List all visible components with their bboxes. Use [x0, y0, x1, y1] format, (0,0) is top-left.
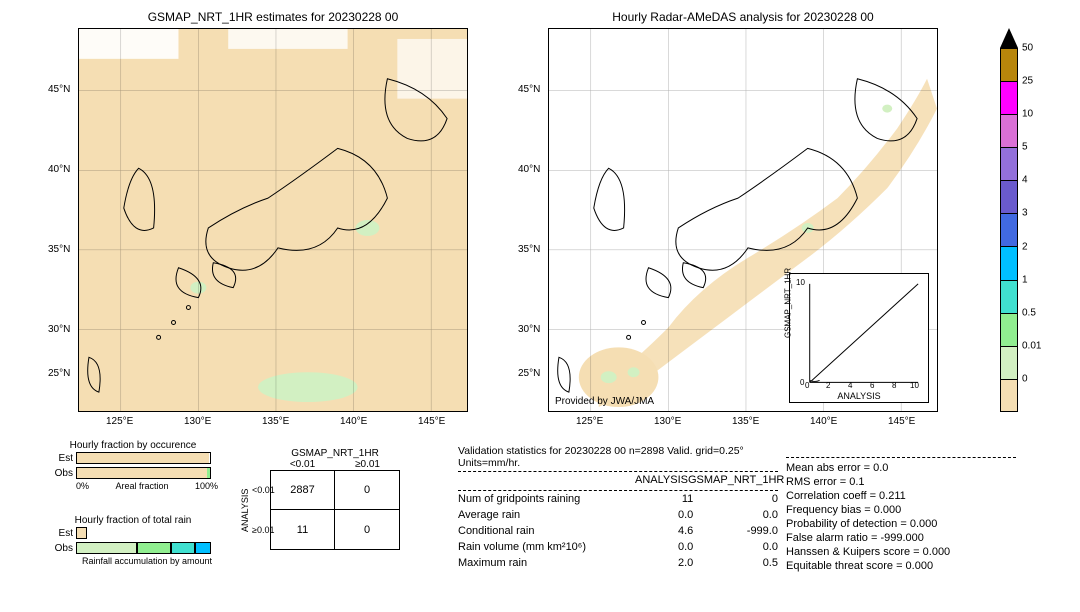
- right-map: Provided by JWA/JMA ANALYSIS GSMAP_NRT_1…: [548, 28, 938, 412]
- colorbar-label: 0.5: [1022, 307, 1036, 318]
- colorbar: 502510543210.50.010: [1000, 28, 1018, 412]
- colorbar-label: 4: [1022, 175, 1028, 186]
- bar-total: Hourly fraction of total rain Est Obs Ra…: [48, 515, 218, 566]
- right-xtick-135: 135°E: [732, 416, 759, 427]
- right-ytick-35: 35°N: [518, 244, 540, 255]
- bar-occurence: Hourly fraction by occurence Est Obs 0%A…: [48, 440, 218, 491]
- right-ytick-30: 30°N: [518, 324, 540, 335]
- metric-line: Mean abs error = 0.0: [786, 462, 950, 474]
- right-ytick-45: 45°N: [518, 84, 540, 95]
- inset-xlabel: ANALYSIS: [790, 391, 928, 401]
- left-map-svg: [79, 29, 467, 411]
- validation-stats: Validation statistics for 20230228 00 n=…: [458, 445, 778, 573]
- colorbar-label: 1: [1022, 274, 1028, 285]
- metric-line: Hanssen & Kuipers score = 0.000: [786, 546, 950, 558]
- right-xtick-130: 130°E: [654, 416, 681, 427]
- colorbar-label: 25: [1022, 76, 1033, 87]
- colorbar-label: 0.01: [1022, 340, 1041, 351]
- metric-line: Correlation coeff = 0.211: [786, 490, 950, 502]
- left-ytick-40: 40°N: [48, 164, 70, 175]
- left-xtick-135: 135°E: [262, 416, 289, 427]
- left-ytick-35: 35°N: [48, 244, 70, 255]
- metric-line: Frequency bias = 0.000: [786, 504, 950, 516]
- metrics-list: Mean abs error = 0.0 RMS error = 0.1 Corre…: [786, 462, 950, 574]
- inset-scatter: ANALYSIS GSMAP_NRT_1HR 0 2 4 6 8 10 10 0: [789, 273, 929, 403]
- left-ytick-25: 25°N: [48, 368, 70, 379]
- inset-ylabel: GSMAP_NRT_1HR: [784, 268, 793, 338]
- right-xtick-140: 140°E: [810, 416, 837, 427]
- colorbar-label: 50: [1022, 43, 1033, 54]
- right-xtick-145: 145°E: [888, 416, 915, 427]
- right-xtick-125: 125°E: [576, 416, 603, 427]
- colorbar-label: 5: [1022, 142, 1028, 153]
- left-xtick-125: 125°E: [106, 416, 133, 427]
- left-xtick-145: 145°E: [418, 416, 445, 427]
- contingency-table: GSMAP_NRT_1HR <0.01 ≥0.01 ANALYSIS <0.01…: [240, 448, 400, 550]
- bar-total-title: Hourly fraction of total rain: [48, 515, 218, 526]
- metric-line: False alarm ratio = -999.000: [786, 532, 950, 544]
- metric-line: RMS error = 0.1: [786, 476, 950, 488]
- colorbar-label: 3: [1022, 208, 1028, 219]
- metric-line: Equitable threat score = 0.000: [786, 560, 950, 572]
- left-ytick-30: 30°N: [48, 324, 70, 335]
- left-map-title: GSMAP_NRT_1HR estimates for 20230228 00: [78, 10, 468, 24]
- right-ytick-40: 40°N: [518, 164, 540, 175]
- left-ytick-45: 45°N: [48, 84, 70, 95]
- provided-by-label: Provided by JWA/JMA: [555, 396, 654, 407]
- left-xtick-130: 130°E: [184, 416, 211, 427]
- colorbar-label: 0: [1022, 373, 1028, 384]
- right-map-title: Hourly Radar-AMeDAS analysis for 2023022…: [548, 10, 938, 24]
- left-xtick-140: 140°E: [340, 416, 367, 427]
- right-ytick-25: 25°N: [518, 368, 540, 379]
- validation-title: Validation statistics for 20230228 00 n=…: [458, 445, 778, 469]
- left-map: [78, 28, 468, 412]
- colorbar-label: 2: [1022, 241, 1028, 252]
- metric-line: Probability of detection = 0.000: [786, 518, 950, 530]
- colorbar-label: 10: [1022, 109, 1033, 120]
- bar-occurence-title: Hourly fraction by occurence: [48, 440, 218, 451]
